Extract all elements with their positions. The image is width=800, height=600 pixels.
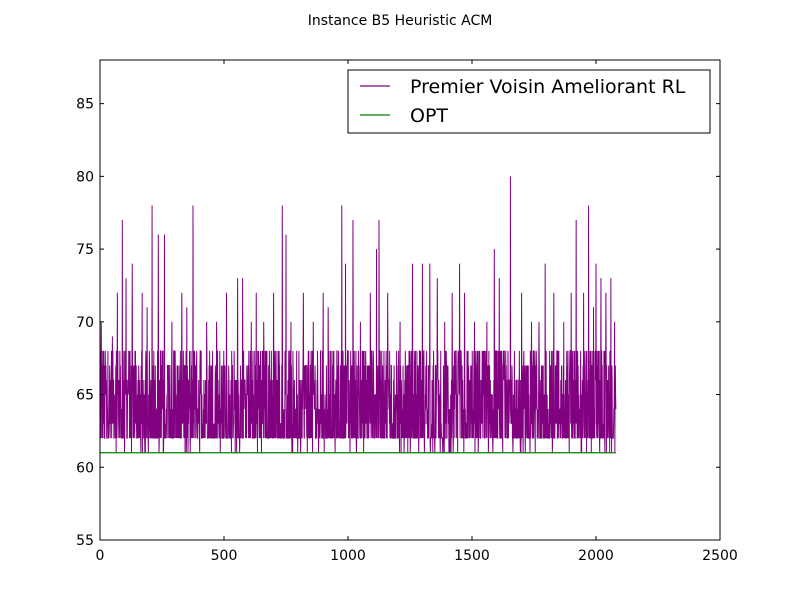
legend: Premier Voisin Ameliorant RL OPT bbox=[347, 69, 711, 134]
y-tick-label: 80 bbox=[76, 169, 94, 185]
x-tick-label: 1500 bbox=[454, 548, 490, 564]
legend-label-rl: Premier Voisin Ameliorant RL bbox=[410, 76, 686, 98]
x-tick-label: 0 bbox=[96, 548, 105, 564]
y-tick-label: 55 bbox=[76, 533, 94, 549]
plot-frame bbox=[99, 59, 721, 541]
y-tick-label: 70 bbox=[76, 315, 94, 331]
series-line-rl bbox=[99, 176, 617, 454]
chart-title: Instance B5 Heuristic ACM bbox=[308, 13, 493, 29]
y-tick-label: 65 bbox=[76, 388, 94, 404]
legend-box bbox=[347, 69, 711, 134]
y-tick-label: 60 bbox=[76, 460, 94, 476]
legend-label-opt: OPT bbox=[410, 105, 448, 127]
x-tick-label: 1000 bbox=[330, 548, 366, 564]
x-tick-label: 2500 bbox=[702, 548, 738, 564]
x-tick-label: 2000 bbox=[578, 548, 614, 564]
x-tick-label: 500 bbox=[211, 548, 238, 564]
ticks-layer: 0 500 1000 1500 2000 2500 55 60 65 70 75 80 85 bbox=[76, 60, 738, 564]
series-layer bbox=[99, 176, 617, 454]
y-tick-label: 75 bbox=[76, 242, 94, 258]
y-tick-label: 85 bbox=[76, 97, 94, 113]
